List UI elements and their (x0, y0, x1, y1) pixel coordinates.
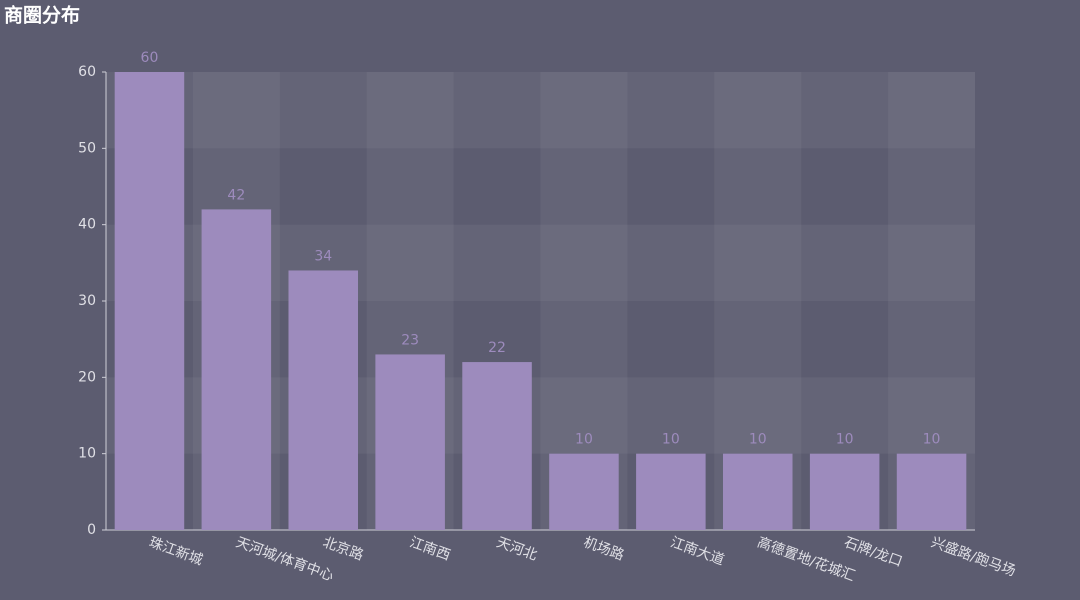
y-tick-label: 40 (78, 217, 96, 233)
y-tick-label: 10 (78, 446, 96, 462)
y-tick-label: 30 (78, 293, 96, 309)
data-label: 23 (401, 332, 419, 348)
y-tick-label: 20 (78, 369, 96, 385)
data-label: 10 (662, 432, 680, 448)
y-tick-label: 0 (87, 522, 96, 538)
bar (549, 453, 619, 530)
chart-title: 商圈分布 (4, 4, 80, 27)
bar (809, 453, 880, 530)
y-tick-label: 50 (78, 140, 96, 156)
bar (375, 354, 445, 530)
bar (722, 453, 793, 530)
data-label: 10 (575, 432, 593, 448)
bar (288, 270, 359, 530)
bar (114, 72, 185, 530)
bar (201, 209, 272, 530)
data-label: 22 (488, 340, 506, 356)
data-label: 10 (923, 432, 941, 448)
bar (896, 453, 967, 530)
data-label: 10 (836, 432, 854, 448)
data-label: 42 (227, 187, 245, 203)
split-area (106, 72, 975, 149)
data-label: 60 (141, 50, 159, 66)
y-tick-label: 60 (78, 64, 96, 80)
data-label: 10 (749, 432, 767, 448)
data-label: 34 (314, 248, 332, 264)
bar (462, 362, 532, 530)
bar (636, 453, 706, 530)
